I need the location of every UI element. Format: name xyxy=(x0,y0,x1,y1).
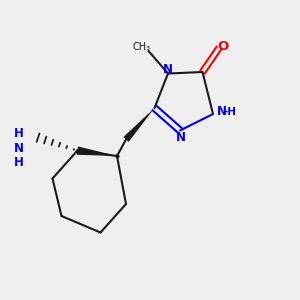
Text: N: N xyxy=(162,63,172,76)
Text: N: N xyxy=(216,105,226,118)
Text: CH₃: CH₃ xyxy=(133,42,151,52)
Text: N: N xyxy=(176,130,186,144)
Text: N: N xyxy=(14,142,24,155)
Text: H: H xyxy=(14,155,23,169)
Text: O: O xyxy=(218,40,229,53)
Text: H: H xyxy=(14,127,23,140)
Polygon shape xyxy=(123,108,154,142)
Text: -H: -H xyxy=(223,107,236,117)
Polygon shape xyxy=(77,146,117,156)
